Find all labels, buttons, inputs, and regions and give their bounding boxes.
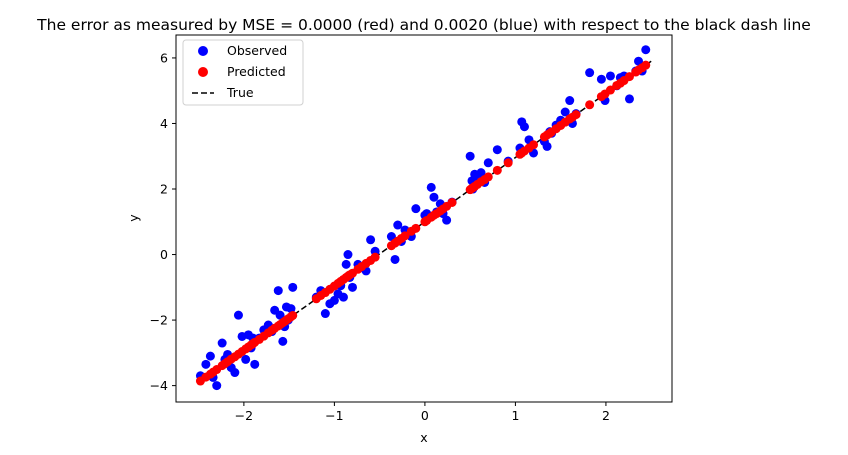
predicted-point bbox=[624, 72, 634, 82]
y-axis-label: y bbox=[126, 214, 141, 222]
observed-point bbox=[641, 45, 651, 55]
observed-point bbox=[343, 250, 353, 260]
predicted-point bbox=[447, 197, 457, 207]
legend-observed-marker bbox=[198, 46, 208, 56]
x-tick-label: 2 bbox=[602, 408, 610, 423]
observed-point bbox=[386, 232, 396, 242]
observed-point bbox=[275, 310, 285, 320]
predicted-point bbox=[400, 231, 410, 241]
y-tick-label: 6 bbox=[160, 50, 168, 65]
observed-point bbox=[338, 292, 348, 302]
observed-point bbox=[596, 74, 606, 84]
observed-point bbox=[212, 381, 222, 391]
legend-predicted-marker bbox=[198, 67, 208, 77]
observed-point bbox=[230, 368, 240, 378]
y-tick-label: 4 bbox=[160, 116, 168, 131]
observed-point bbox=[476, 168, 486, 178]
observed-point bbox=[366, 235, 376, 245]
observed-point bbox=[273, 286, 283, 296]
observed-point bbox=[390, 254, 400, 264]
predicted-point bbox=[503, 158, 513, 168]
predicted-point bbox=[585, 100, 595, 110]
observed-point bbox=[205, 351, 215, 361]
observed-point bbox=[624, 94, 634, 104]
observed-point bbox=[634, 56, 644, 66]
predicted-point bbox=[605, 85, 615, 95]
observed-point bbox=[519, 122, 529, 132]
observed-point bbox=[429, 192, 439, 202]
observed-point bbox=[542, 141, 552, 151]
predicted-point bbox=[288, 310, 298, 320]
y-tick-label: 0 bbox=[160, 247, 168, 262]
y-axis-ticks: −4 −2 0 2 4 6 bbox=[150, 50, 176, 393]
y-tick-label: −2 bbox=[150, 313, 168, 328]
y-tick-label: −4 bbox=[150, 378, 168, 393]
x-axis-label: x bbox=[420, 430, 427, 445]
observed-point bbox=[585, 68, 595, 78]
plot-frame bbox=[175, 34, 673, 403]
observed-point bbox=[465, 151, 475, 161]
observed-point bbox=[483, 158, 493, 168]
predicted-point bbox=[492, 165, 502, 175]
x-tick-label: −2 bbox=[235, 408, 253, 423]
observed-point bbox=[347, 282, 357, 292]
x-axis-ticks: −2 −1 0 1 2 bbox=[235, 402, 610, 423]
observed-point bbox=[329, 295, 339, 305]
observed-point bbox=[250, 359, 260, 369]
legend-box bbox=[182, 39, 304, 106]
legend: Observed Predicted True bbox=[182, 39, 304, 106]
observed-point bbox=[217, 338, 227, 348]
x-tick-label: 0 bbox=[421, 408, 429, 423]
observed-point bbox=[233, 310, 243, 320]
observed-point bbox=[278, 336, 288, 346]
legend-predicted-label: Predicted bbox=[227, 64, 286, 79]
predicted-point bbox=[641, 60, 651, 70]
observed-point bbox=[201, 359, 211, 369]
observed-point bbox=[605, 71, 615, 81]
observed-point bbox=[320, 309, 330, 319]
observed-point bbox=[442, 215, 452, 225]
plot-area: −2 −1 0 1 2 −4 −2 0 2 4 6 bbox=[150, 34, 673, 423]
observed-point bbox=[560, 107, 570, 117]
observed-point bbox=[241, 354, 251, 364]
observed-point bbox=[426, 182, 436, 192]
observed-point bbox=[288, 282, 298, 292]
legend-true-label: True bbox=[226, 85, 254, 100]
predicted-point bbox=[370, 252, 380, 262]
predicted-points bbox=[195, 60, 651, 386]
x-tick-label: −1 bbox=[325, 408, 343, 423]
observed-point bbox=[393, 220, 403, 230]
predicted-point bbox=[411, 223, 421, 233]
observed-point bbox=[565, 96, 575, 106]
observed-point bbox=[286, 304, 296, 314]
predicted-point bbox=[529, 140, 539, 150]
x-tick-label: 1 bbox=[511, 408, 519, 423]
predicted-point bbox=[483, 172, 493, 182]
observed-point bbox=[492, 145, 502, 155]
observed-point bbox=[411, 204, 421, 214]
observed-point bbox=[341, 259, 351, 269]
legend-observed-label: Observed bbox=[227, 43, 287, 58]
predicted-point bbox=[571, 110, 581, 120]
y-tick-label: 2 bbox=[160, 182, 168, 197]
chart-title: The error as measured by MSE = 0.0000 (r… bbox=[36, 16, 811, 34]
